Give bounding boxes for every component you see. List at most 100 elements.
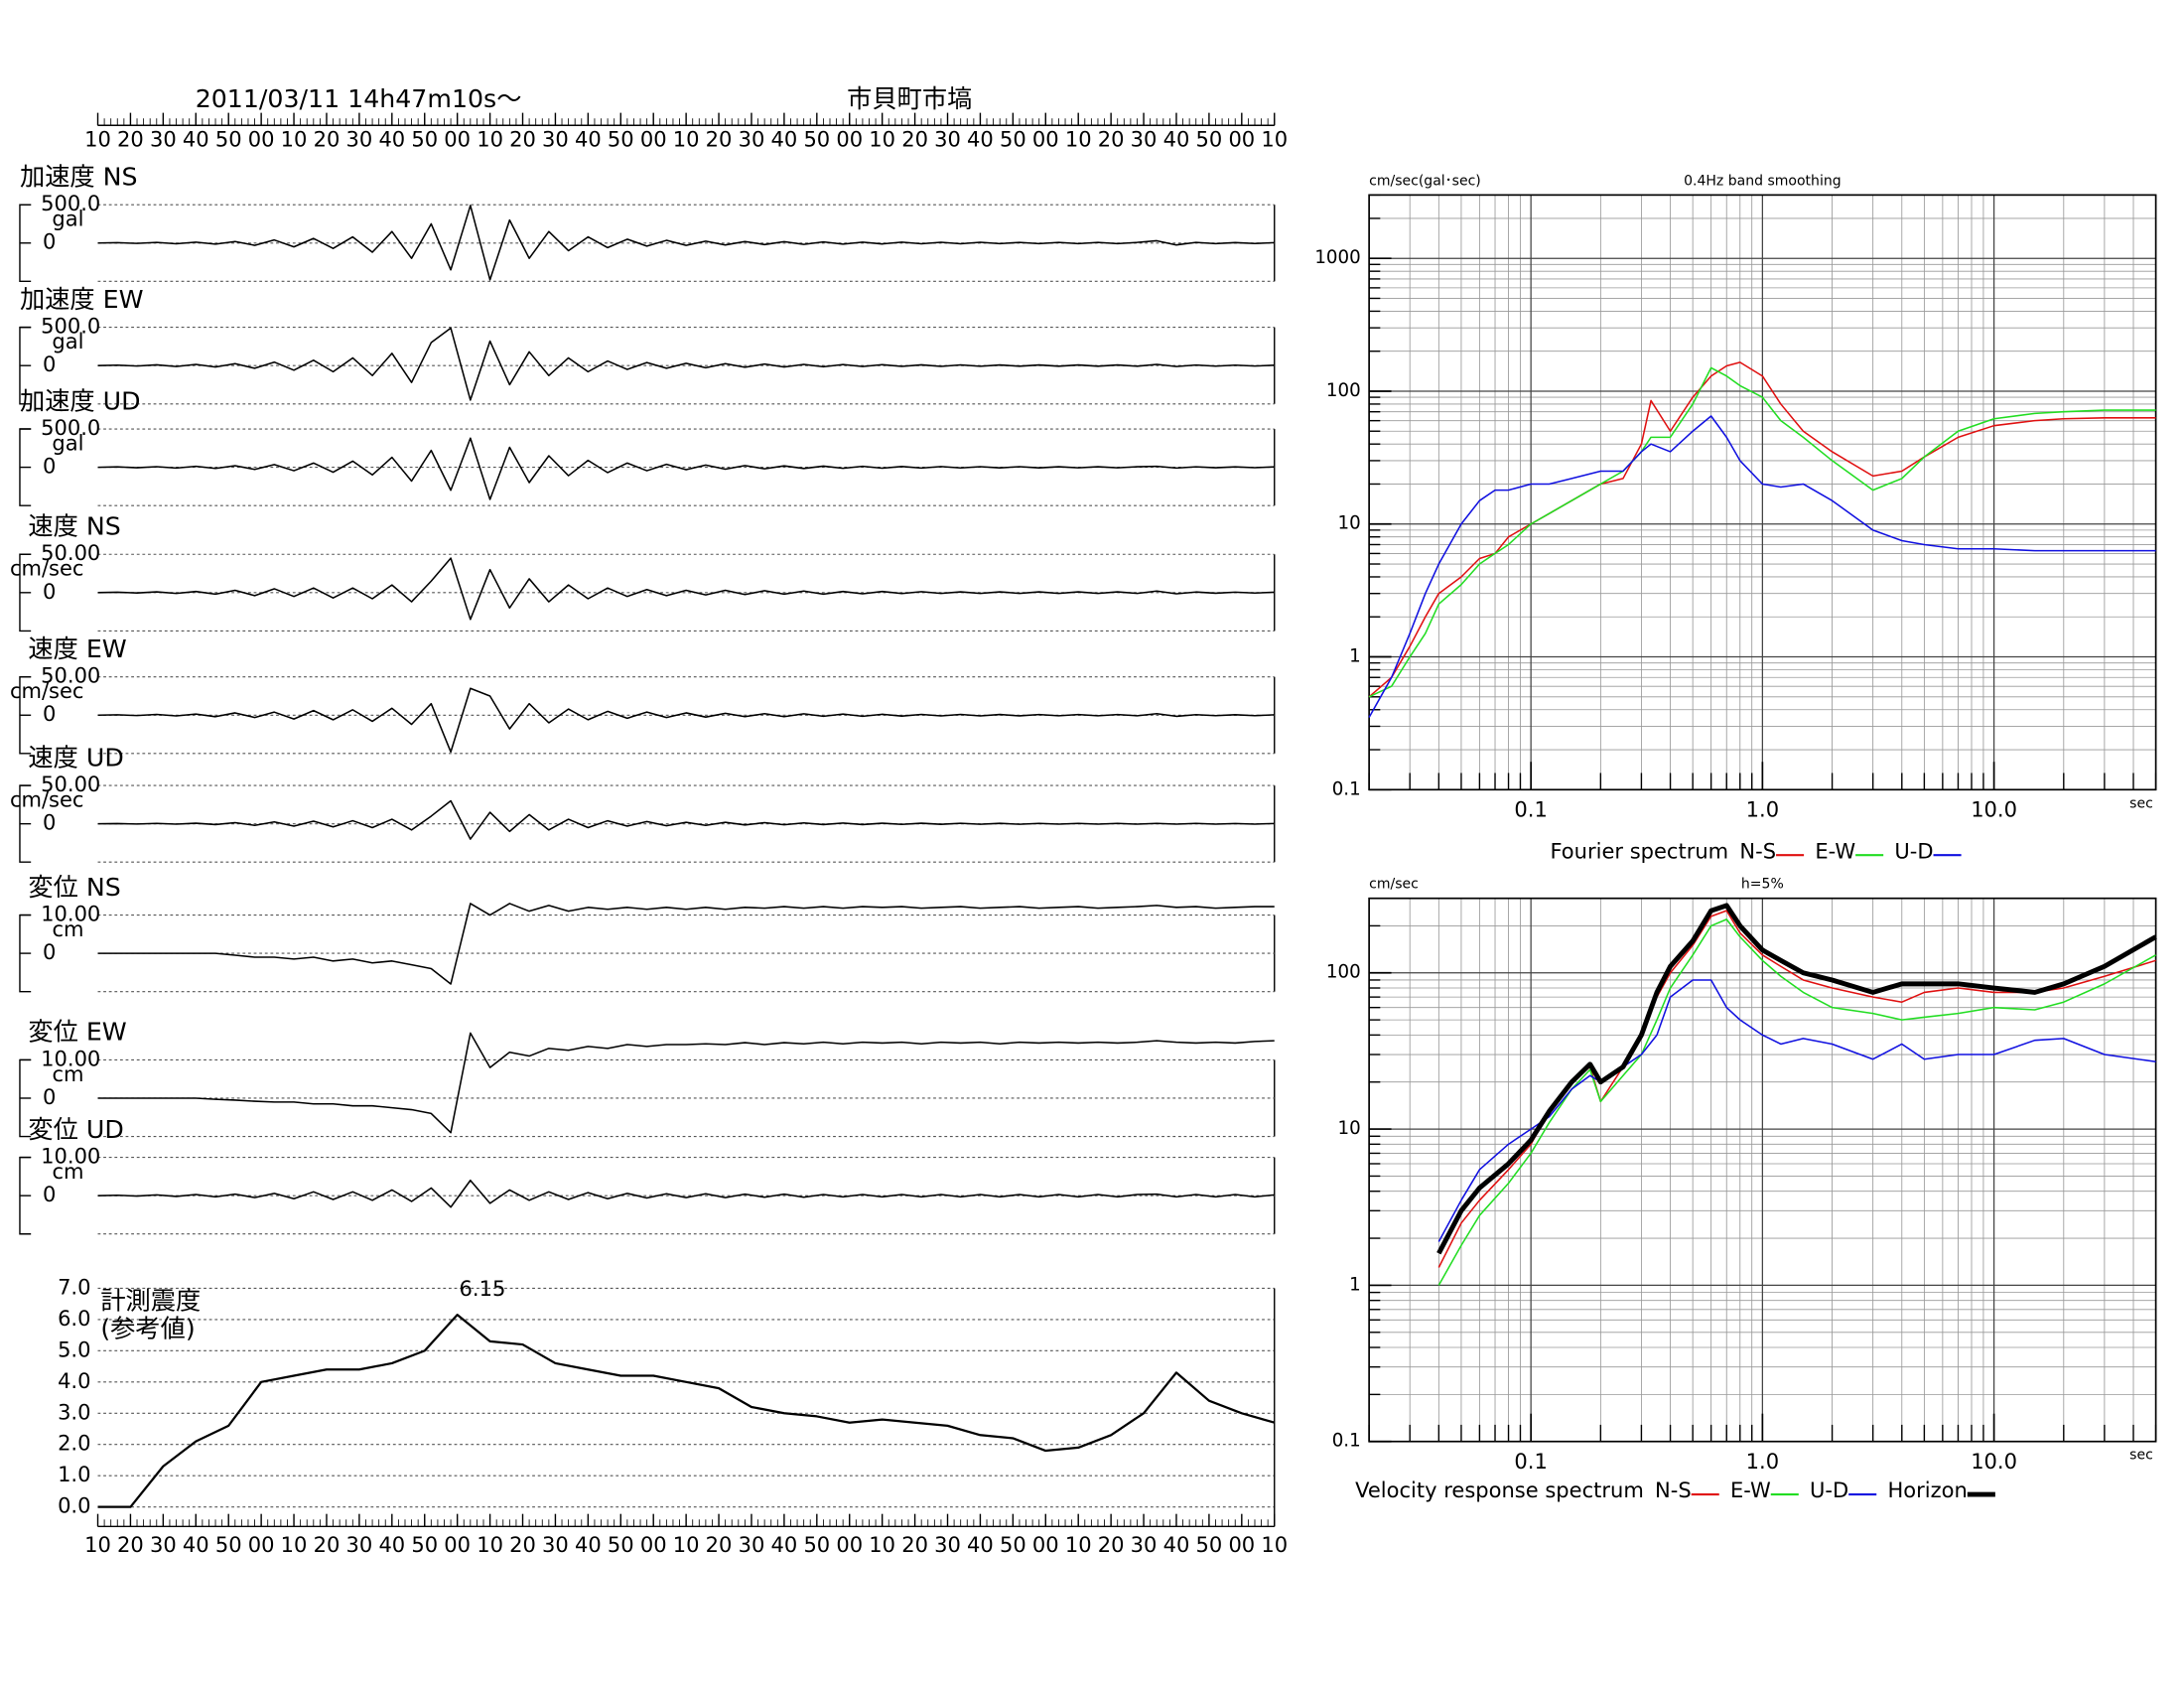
spectrum-line	[1437, 918, 2156, 1286]
legend-title: Fourier spectrum	[1550, 838, 1728, 863]
legend-label: N-S	[1655, 1477, 1692, 1502]
x-axis-label: sec	[2129, 795, 2153, 811]
x-tick-label: 00	[1032, 1532, 1059, 1557]
x-tick-label: 30	[934, 127, 961, 152]
panel-label: 変位 NS	[28, 873, 120, 902]
plot-frame	[1368, 897, 2157, 1443]
x-tick-label: 50	[1196, 127, 1223, 152]
x-tick-label: 20	[1098, 1532, 1125, 1557]
unit-label: cm/sec	[10, 787, 84, 812]
x-tick-label: 30	[346, 127, 373, 152]
panel-label: 速度 EW	[28, 634, 126, 663]
y-axis-label: (参考値)	[100, 1315, 195, 1343]
x-tick-label: 40	[1163, 127, 1190, 152]
legend-title: Velocity response spectrum	[1355, 1477, 1644, 1502]
y-tick-label: 7.0	[58, 1274, 90, 1299]
x-tick-label: 00	[1228, 127, 1255, 152]
y-tick-label: 50.00	[41, 540, 100, 565]
y-tick-label: 50.00	[41, 663, 100, 688]
x-tick-label: 10	[673, 127, 700, 152]
waveform	[97, 557, 1275, 621]
y-tick-label: 0.0	[58, 1493, 90, 1518]
unit-label: gal	[52, 430, 83, 455]
y-tick-label: 5.0	[58, 1336, 90, 1361]
x-tick-label: 50	[215, 1532, 242, 1557]
x-tick-label: 20	[509, 127, 536, 152]
chart-subtitle: 0.4Hz band smoothing	[1684, 173, 1842, 189]
y-tick-label: 0	[43, 939, 56, 964]
y-tick-label: 1.0	[58, 1462, 90, 1486]
x-tick-label: 1.0	[1746, 1449, 1779, 1474]
x-tick-label: 30	[150, 127, 177, 152]
y-tick-label: 0	[43, 229, 56, 254]
x-tick-label: 20	[901, 127, 928, 152]
x-tick-label: 10	[477, 127, 503, 152]
x-tick-label: 10	[869, 1532, 895, 1557]
x-tick-label: 20	[706, 1532, 733, 1557]
x-tick-label: 10	[1261, 127, 1288, 152]
waveform	[97, 437, 1275, 500]
waveform	[97, 1032, 1275, 1134]
x-tick-label: 40	[771, 127, 798, 152]
unit-label: cm	[52, 916, 83, 941]
y-axis-label: cm/sec	[1369, 877, 1419, 893]
y-tick-label: 0	[43, 579, 56, 604]
x-tick-label: 1.0	[1746, 796, 1779, 821]
panel-label: 変位 EW	[28, 1018, 126, 1047]
x-tick-label: 10	[84, 127, 111, 152]
x-tick-label: 20	[1098, 127, 1125, 152]
plot-frame	[1368, 194, 2157, 791]
unit-label: cm/sec	[10, 678, 84, 703]
x-tick-label: 00	[836, 1532, 863, 1557]
x-tick-label: 10	[477, 1532, 503, 1557]
y-tick-label: 0	[43, 701, 56, 726]
x-tick-label: 30	[1131, 127, 1158, 152]
x-tick-label: 40	[183, 1532, 209, 1557]
x-tick-label: 50	[215, 127, 242, 152]
x-axis-label: sec	[2129, 1448, 2153, 1464]
chart-subtitle: h=5%	[1741, 877, 1784, 893]
y-tick-label: 10.00	[41, 902, 100, 926]
x-tick-label: 50	[803, 127, 830, 152]
y-tick-label: 0	[43, 454, 56, 479]
panel-label: 加速度 EW	[20, 285, 144, 314]
x-tick-label: 30	[542, 127, 569, 152]
x-tick-label: 10	[84, 1532, 111, 1557]
x-tick-label: 00	[444, 127, 471, 152]
x-tick-label: 40	[1163, 1532, 1190, 1557]
y-axis-label: 計測震度	[100, 1286, 201, 1315]
y-tick-label: 6.0	[58, 1306, 90, 1331]
unit-label: cm	[52, 1159, 83, 1184]
x-tick-label: 40	[967, 1532, 994, 1557]
y-tick-label: 10.00	[41, 1046, 100, 1070]
x-tick-label: 30	[542, 1532, 569, 1557]
x-tick-label: 30	[346, 1532, 373, 1557]
x-tick-label: 10	[1065, 1532, 1092, 1557]
x-tick-label: 40	[575, 1532, 602, 1557]
x-tick-label: 00	[248, 1532, 275, 1557]
spectrum-line	[1436, 903, 2157, 1255]
spectrum-line	[1368, 415, 2156, 718]
y-tick-label: 0	[43, 810, 56, 835]
y-tick-label: 500.0	[41, 191, 100, 215]
x-tick-label: 10	[281, 127, 308, 152]
x-tick-label: 0.1	[1514, 796, 1547, 821]
x-tick-label: 00	[640, 1532, 667, 1557]
x-tick-label: 00	[444, 1532, 471, 1557]
waveform	[97, 1179, 1275, 1208]
x-tick-label: 10.0	[1971, 796, 2017, 821]
x-tick-label: 30	[1131, 1532, 1158, 1557]
x-tick-label: 50	[1000, 1532, 1026, 1557]
x-tick-label: 00	[1032, 127, 1059, 152]
x-tick-label: 20	[706, 127, 733, 152]
x-tick-label: 50	[411, 127, 438, 152]
waveform	[97, 205, 1275, 281]
x-tick-label: 20	[117, 1532, 144, 1557]
x-tick-label: 20	[314, 127, 341, 152]
y-tick-label: 1000	[1314, 247, 1360, 268]
x-tick-label: 10	[1065, 127, 1092, 152]
x-tick-label: 20	[314, 1532, 341, 1557]
x-tick-label: 40	[771, 1532, 798, 1557]
x-tick-label: 50	[1000, 127, 1026, 152]
